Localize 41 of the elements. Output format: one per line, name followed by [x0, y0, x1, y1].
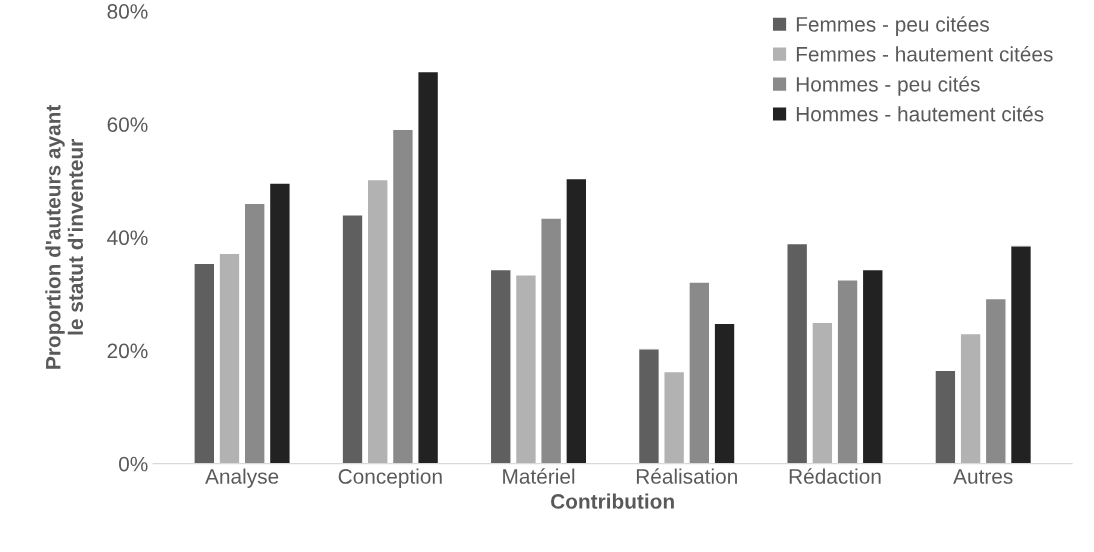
- bar: [218, 252, 241, 464]
- bar: [984, 297, 1007, 464]
- y-tick-label: 40%: [107, 230, 148, 246]
- bar: [934, 369, 957, 464]
- x-tick-label: Réalisation: [636, 468, 737, 484]
- y-axis-title: Proportion d'auteurs ayant le statut d'inventeur: [45, 104, 84, 369]
- bar: [688, 281, 711, 464]
- x-tick-label: Analyse: [205, 468, 279, 488]
- bar: [540, 217, 563, 464]
- legend-label: Femmes - hautement citées: [796, 46, 1053, 62]
- bar: [341, 214, 364, 464]
- x-tick-label: Autres: [953, 469, 1013, 484]
- y-tick-label: 80%: [107, 4, 148, 19]
- legend-label: Femmes - peu citées: [796, 16, 989, 36]
- x-tick-label: Rédaction: [789, 468, 881, 484]
- y-tick-label: 20%: [107, 343, 148, 359]
- bar: [713, 322, 736, 464]
- bar: [786, 242, 809, 464]
- bar: [836, 279, 859, 464]
- bar: [663, 370, 686, 464]
- x-tick-label: Matériel: [503, 468, 575, 484]
- legend-label: Hommes - peu cités: [796, 76, 980, 96]
- bar: [391, 128, 414, 464]
- bar: [268, 182, 291, 464]
- x-tick-label: Conception: [338, 468, 442, 488]
- bar: [366, 178, 389, 464]
- y-tick-label: 0%: [119, 456, 148, 472]
- bar: [193, 262, 216, 464]
- bar: [417, 70, 440, 464]
- bar: [637, 348, 661, 464]
- bar: [1009, 245, 1033, 464]
- bar: [489, 268, 512, 464]
- bar: [243, 202, 266, 464]
- y-tick-label: 60%: [107, 117, 148, 132]
- bar: [861, 268, 884, 464]
- bar: [811, 321, 834, 464]
- bar: [514, 274, 538, 464]
- legend-label: Hommes - hautement cités: [796, 105, 1044, 122]
- bar: [959, 332, 982, 464]
- bar: [565, 177, 588, 464]
- x-axis-title: Contribution: [551, 493, 674, 509]
